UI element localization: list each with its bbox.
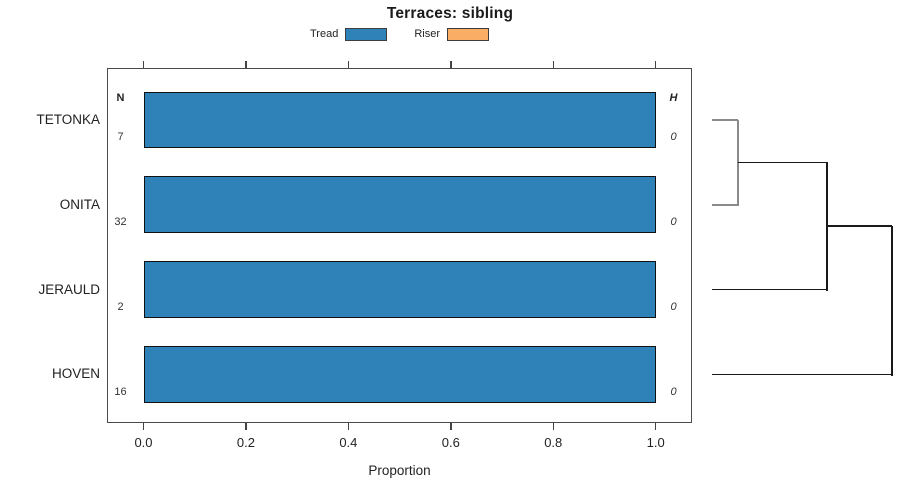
h-value-onita: 0 — [670, 216, 677, 229]
x-tick-bottom — [347, 423, 350, 430]
x-axis-title: Proportion — [368, 463, 431, 478]
y-axis-label-hoven: HOVEN — [51, 366, 100, 382]
dendrogram-segment — [738, 161, 827, 164]
n-value-tetonka: 7 — [117, 131, 124, 144]
bar-jerauld-tread — [143, 261, 656, 318]
y-axis-label-tetonka: TETONKA — [36, 112, 100, 128]
legend-item-riser: Riser — [414, 27, 489, 41]
legend: Tread Riser — [107, 25, 692, 43]
bar-hoven-tread — [143, 346, 656, 403]
bar-tetonka-tread — [143, 91, 656, 149]
x-tick-top — [245, 61, 247, 68]
x-tick-top — [552, 61, 554, 68]
chart-title: Terraces: sibling — [386, 5, 514, 22]
x-tick-label: 0.8 — [544, 435, 563, 450]
h-value-hoven: 0 — [670, 385, 677, 398]
n-value-onita: 32 — [114, 216, 127, 229]
h-column-header: H — [669, 92, 678, 104]
x-tick-bottom — [552, 423, 554, 430]
x-tick-top — [450, 61, 452, 68]
x-tick-label: 0.4 — [339, 435, 358, 450]
legend-swatch-riser — [447, 27, 489, 41]
x-tick-label: 0.0 — [134, 435, 153, 450]
h-value-tetonka: 0 — [670, 131, 677, 144]
plot-area — [107, 68, 692, 423]
legend-item-tread: Tread — [310, 27, 388, 41]
x-tick-bottom — [245, 423, 247, 430]
dendrogram-segment — [712, 288, 827, 291]
x-tick-label: 0.6 — [441, 435, 460, 450]
n-column-header: N — [116, 92, 125, 104]
dendrogram-segment — [827, 225, 892, 227]
x-tick-top — [654, 61, 657, 68]
x-tick-bottom — [142, 423, 145, 430]
bar-onita-tread — [143, 176, 656, 234]
dendrogram-segment — [712, 373, 892, 376]
x-tick-top — [142, 61, 145, 68]
x-tick-label: 1.0 — [646, 435, 665, 450]
x-tick-top — [347, 61, 350, 68]
y-axis-label-onita: ONITA — [59, 196, 100, 212]
legend-label-riser: Riser — [414, 28, 440, 40]
x-tick-bottom — [450, 423, 452, 430]
h-value-jerauld: 0 — [670, 300, 677, 313]
n-value-hoven: 16 — [114, 385, 127, 398]
legend-swatch-tread — [345, 27, 388, 41]
x-tick-bottom — [654, 423, 657, 430]
x-tick-label: 0.2 — [236, 435, 255, 450]
dendrogram-segment — [737, 120, 739, 207]
n-value-jerauld: 2 — [117, 300, 124, 313]
y-axis-label-jerauld: JERAULD — [38, 281, 100, 297]
legend-label-tread: Tread — [310, 28, 339, 40]
dendrogram-segment — [891, 226, 893, 376]
dendrogram-segment — [712, 119, 738, 121]
dendrogram-segment — [826, 162, 828, 291]
dendrogram-segment — [712, 204, 738, 206]
